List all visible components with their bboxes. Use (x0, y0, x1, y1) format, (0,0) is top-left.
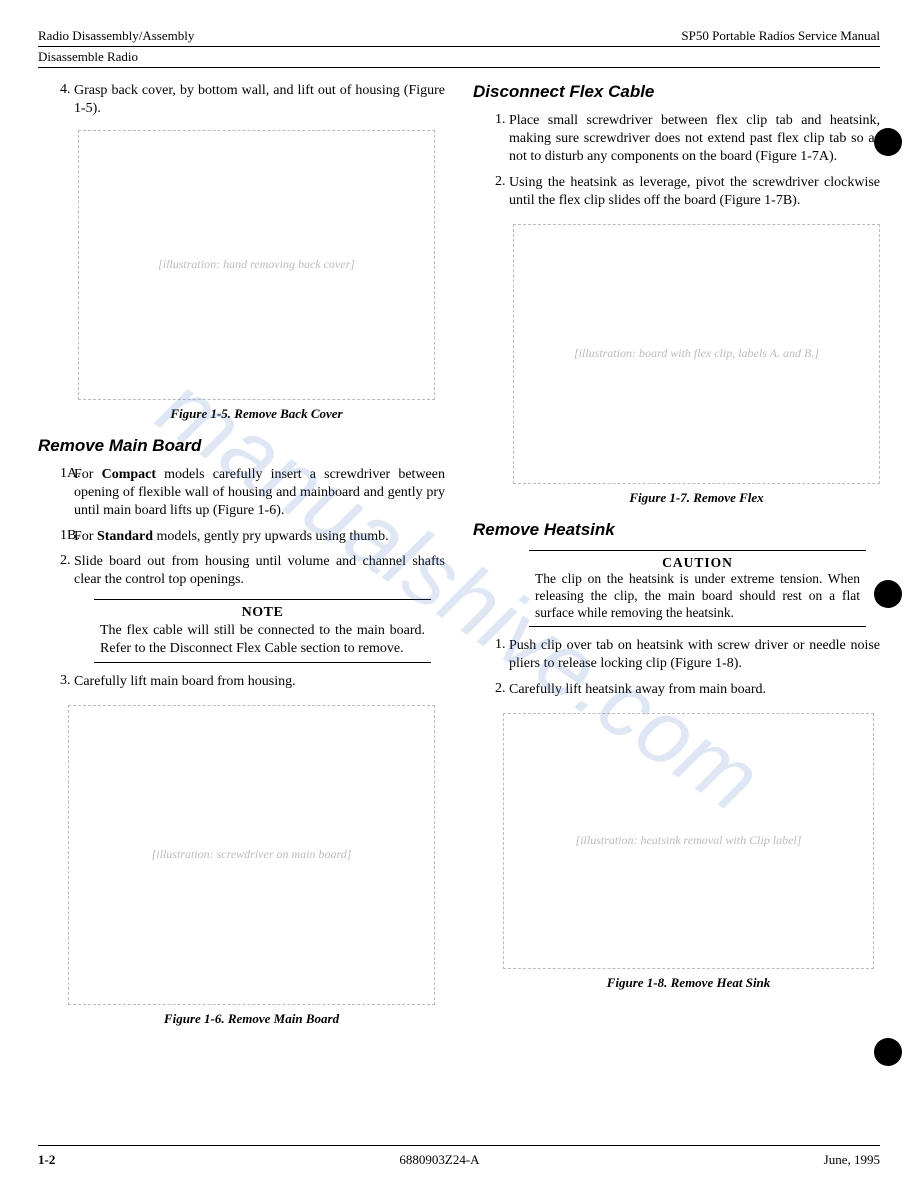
list-number: 2. (473, 681, 509, 699)
page-header: Radio Disassembly/Assembly SP50 Portable… (38, 28, 880, 47)
caution-title: CAUTION (535, 555, 860, 572)
figure-caption: Figure 1-5. Remove Back Cover (78, 406, 435, 422)
list-number: 3. (38, 673, 74, 691)
heading-remove-main-board: Remove Main Board (38, 436, 445, 456)
list-item: 1A. For Compact models carefully insert … (38, 466, 445, 520)
punch-hole-dot (874, 1038, 902, 1066)
list-text: Push clip over tab on heatsink with scre… (509, 637, 880, 673)
header-right: SP50 Portable Radios Service Manual (681, 28, 880, 44)
figure-illustration: [illustration: board with flex clip, lab… (513, 224, 880, 484)
list-text: Slide board out from housing until volum… (74, 553, 445, 589)
caution-text: The clip on the heatsink is under extrem… (535, 571, 860, 622)
list-number: 1. (473, 112, 509, 166)
list-item: 2. Carefully lift heatsink away from mai… (473, 681, 880, 699)
list-number: 4. (38, 82, 74, 118)
list-item: 4. Grasp back cover, by bottom wall, and… (38, 82, 445, 118)
list-text: Carefully lift main board from housing. (74, 673, 445, 691)
list-text: For Compact models carefully insert a sc… (74, 466, 445, 520)
footer-date: June, 1995 (824, 1152, 880, 1168)
list-item: 1B. For Standard models, gently pry upwa… (38, 528, 445, 546)
punch-hole-dot (874, 580, 902, 608)
figure-caption: Figure 1-8. Remove Heat Sink (503, 975, 874, 991)
heading-remove-heatsink: Remove Heatsink (473, 520, 880, 540)
list-number: 2. (38, 553, 74, 589)
bold-text: Compact (102, 467, 156, 482)
list-item: 2. Using the heatsink as leverage, pivot… (473, 174, 880, 210)
figure-illustration: [illustration: hand removing back cover] (78, 130, 435, 400)
text: models, gently pry upwards using thumb. (153, 529, 389, 544)
note-title: NOTE (100, 604, 425, 622)
list-number: 1A. (38, 466, 74, 520)
note-box: NOTE The flex cable will still be connec… (94, 599, 431, 663)
page-footer: 1-2 6880903Z24-A June, 1995 (38, 1145, 880, 1168)
list-text: Using the heatsink as leverage, pivot th… (509, 174, 880, 210)
list-text: Grasp back cover, by bottom wall, and li… (74, 82, 445, 118)
right-column: Disconnect Flex Cable 1. Place small scr… (473, 82, 880, 1041)
text: For (74, 529, 97, 544)
figure-1-6: [illustration: screwdriver on main board… (38, 699, 445, 1027)
footer-page-number: 1-2 (38, 1152, 55, 1168)
figure-1-8: [illustration: heatsink removal with Cli… (473, 707, 880, 991)
list-item: 3. Carefully lift main board from housin… (38, 673, 445, 691)
left-column: 4. Grasp back cover, by bottom wall, and… (38, 82, 445, 1041)
bold-text: Standard (97, 529, 153, 544)
list-text: Carefully lift heatsink away from main b… (509, 681, 880, 699)
figure-1-5: [illustration: hand removing back cover]… (38, 126, 445, 422)
text: For (74, 467, 102, 482)
list-item: 1. Push clip over tab on heatsink with s… (473, 637, 880, 673)
caution-box: CAUTION The clip on the heatsink is unde… (529, 550, 866, 628)
heading-disconnect-flex: Disconnect Flex Cable (473, 82, 880, 102)
list-number: 2. (473, 174, 509, 210)
figure-illustration: [illustration: screwdriver on main board… (68, 705, 435, 1005)
list-number: 1. (473, 637, 509, 673)
figure-1-7: [illustration: board with flex clip, lab… (473, 218, 880, 506)
list-text: For Standard models, gently pry upwards … (74, 528, 445, 546)
punch-hole-dot (874, 128, 902, 156)
header-left: Radio Disassembly/Assembly (38, 28, 194, 44)
list-text: Place small screwdriver between flex cli… (509, 112, 880, 166)
figure-caption: Figure 1-6. Remove Main Board (68, 1011, 435, 1027)
list-item: 1. Place small screwdriver between flex … (473, 112, 880, 166)
list-number: 1B. (38, 528, 74, 546)
list-item: 2. Slide board out from housing until vo… (38, 553, 445, 589)
two-column-layout: 4. Grasp back cover, by bottom wall, and… (38, 82, 880, 1041)
page-subheader: Disassemble Radio (38, 47, 880, 68)
footer-doc-id: 6880903Z24-A (399, 1152, 479, 1168)
note-text: The flex cable will still be connected t… (100, 622, 425, 658)
figure-illustration: [illustration: heatsink removal with Cli… (503, 713, 874, 969)
figure-caption: Figure 1-7. Remove Flex (513, 490, 880, 506)
